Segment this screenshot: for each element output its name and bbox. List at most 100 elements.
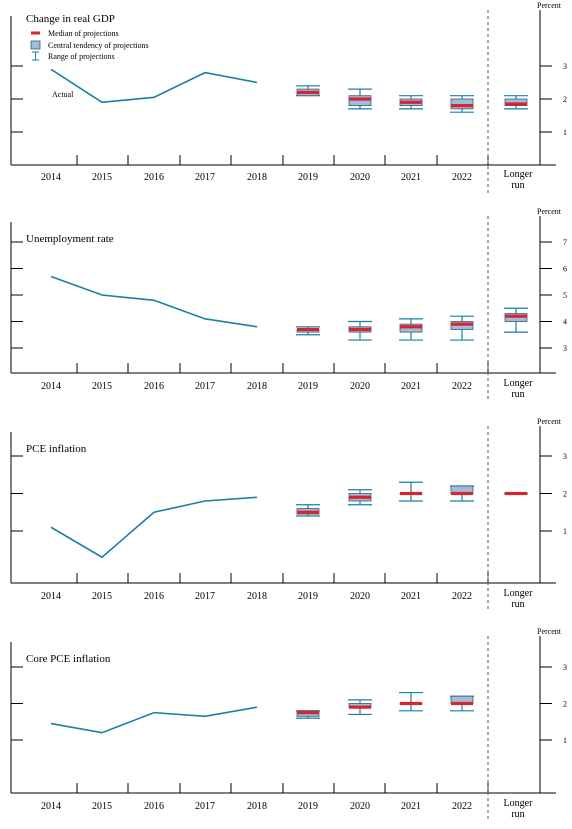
y-tick-label: 3 [563, 344, 567, 353]
chart-title: Unemployment rate [26, 233, 114, 245]
median-marker [349, 705, 371, 709]
x-tick-label: 2016 [144, 591, 164, 602]
actual-series-line [50, 275, 258, 328]
unit-label: Percent [537, 1, 562, 10]
x-tick-label: 2021 [401, 591, 421, 602]
x-tick-label: 2015 [92, 172, 112, 183]
x-tick-label: 2018 [247, 172, 267, 183]
y-tick-label: 2 [563, 95, 567, 104]
median-marker [451, 701, 473, 706]
median-marker [349, 327, 371, 332]
x-tick-label: 2016 [144, 381, 164, 392]
central-tendency-box [348, 95, 372, 106]
unit-label: Percent [537, 207, 562, 216]
x-tick-label: run [511, 180, 524, 191]
median-marker [400, 325, 422, 329]
median-marker [505, 314, 527, 318]
x-tick-label: 2014 [41, 591, 61, 602]
x-tick-label: 2022 [452, 591, 472, 602]
x-tick-label: Longer [504, 798, 534, 809]
actual-series-line [50, 706, 258, 734]
y-tick-label: 4 [563, 318, 567, 327]
x-tick-label: 2019 [298, 172, 318, 183]
x-tick-label: Longer [504, 169, 534, 180]
x-tick-label: 2022 [452, 801, 472, 812]
x-tick-label: 2018 [247, 591, 267, 602]
median-marker [349, 495, 371, 499]
y-tick-label: 6 [563, 265, 567, 274]
x-tick-label: 2017 [195, 591, 215, 602]
x-tick-label: 2016 [144, 172, 164, 183]
y-tick-label: 3 [563, 62, 567, 71]
legend-median-label: Median of projections [48, 29, 119, 38]
x-tick-label: 2017 [195, 381, 215, 392]
y-tick-label: 5 [563, 291, 567, 300]
x-tick-label: 2017 [195, 801, 215, 812]
x-tick-label: 2014 [41, 801, 61, 812]
x-tick-label: run [511, 389, 524, 400]
median-marker [297, 711, 319, 715]
unit-label: Percent [537, 627, 562, 636]
median-marker [451, 322, 473, 326]
central-tendency-box [504, 98, 528, 106]
median-marker [400, 491, 422, 496]
x-tick-label: 2020 [350, 801, 370, 812]
y-tick-label: 1 [563, 128, 567, 137]
median-marker [349, 97, 371, 101]
x-tick-label: 2021 [401, 801, 421, 812]
x-tick-label: 2020 [350, 381, 370, 392]
y-tick-label: 3 [563, 452, 567, 461]
median-marker [297, 90, 319, 94]
panel-3: Percent PCE inflation 1 2 3 2014 2015 2016 2017 2… [10, 417, 567, 611]
x-tick-label: 2020 [350, 591, 370, 602]
x-tick-label: run [511, 599, 524, 610]
median-marker [505, 491, 527, 496]
x-tick-label: 2021 [401, 381, 421, 392]
panel-4: Percent Core PCE inflation 1 2 3 2014 2015 2016… [10, 627, 567, 821]
x-tick-label: 2018 [247, 381, 267, 392]
y-tick-label: 7 [563, 238, 567, 247]
y-tick-label: 2 [563, 700, 567, 709]
median-marker [505, 102, 527, 106]
x-tick-label: Longer [504, 378, 534, 389]
legend-central-swatch [30, 40, 41, 50]
actual-annotation: Actual [52, 90, 74, 99]
x-tick-label: 2015 [92, 591, 112, 602]
x-tick-label: 2022 [452, 172, 472, 183]
median-marker [451, 104, 473, 108]
x-tick-label: 2019 [298, 591, 318, 602]
y-tick-label: 1 [563, 527, 567, 536]
x-tick-label: 2015 [92, 381, 112, 392]
median-marker [451, 491, 473, 496]
panel-1: Percent Change in real GDP 1 2 3 2014 2015 2016… [10, 1, 567, 193]
x-tick-label: 2018 [247, 801, 267, 812]
central-tendency-box [450, 98, 474, 110]
y-tick-label: 1 [563, 736, 567, 745]
median-marker [400, 701, 422, 706]
x-tick-label: 2014 [41, 172, 61, 183]
x-tick-label: 2021 [401, 172, 421, 183]
legend-range-label: Range of projections [48, 52, 115, 61]
median-marker [297, 327, 319, 332]
x-tick-label: run [511, 809, 524, 820]
y-tick-label: 3 [563, 663, 567, 672]
x-tick-label: 2014 [41, 381, 61, 392]
x-tick-label: Longer [504, 588, 534, 599]
legend: Median of projections Central tendency of… [30, 29, 149, 61]
x-tick-label: 2015 [92, 801, 112, 812]
median-marker [400, 100, 422, 104]
legend-central-label: Central tendency of projections [48, 41, 149, 50]
chart-title: Core PCE inflation [26, 653, 111, 665]
x-tick-label: 2016 [144, 801, 164, 812]
actual-series-line [50, 68, 258, 104]
chart-title: PCE inflation [26, 443, 87, 455]
x-tick-label: 2022 [452, 381, 472, 392]
panel-2: Percent Unemployment rate 3 4 5 6 7 2014 2015 201… [10, 207, 567, 401]
x-tick-label: 2019 [298, 381, 318, 392]
legend-median-swatch [31, 31, 40, 35]
x-tick-label: 2020 [350, 172, 370, 183]
actual-series-line [50, 496, 258, 559]
y-tick-label: 2 [563, 490, 567, 499]
x-tick-label: 2019 [298, 801, 318, 812]
